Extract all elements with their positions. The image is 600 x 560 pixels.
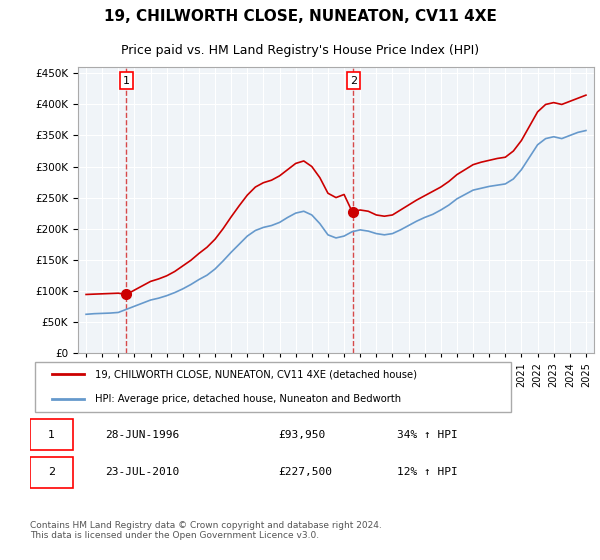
Text: £227,500: £227,500 [278, 467, 332, 477]
Text: 34% ↑ HPI: 34% ↑ HPI [397, 430, 458, 440]
Bar [30, 456, 73, 488]
Text: 2: 2 [48, 467, 55, 477]
Text: Price paid vs. HM Land Registry's House Price Index (HPI): Price paid vs. HM Land Registry's House … [121, 44, 479, 57]
Text: 1: 1 [123, 76, 130, 86]
Bar [30, 419, 73, 450]
Text: 19, CHILWORTH CLOSE, NUNEATON, CV11 4XE (detached house): 19, CHILWORTH CLOSE, NUNEATON, CV11 4XE … [95, 369, 417, 379]
Text: Contains HM Land Registry data © Crown copyright and database right 2024.
This d: Contains HM Land Registry data © Crown c… [30, 521, 382, 540]
Text: HPI: Average price, detached house, Nuneaton and Bedworth: HPI: Average price, detached house, Nune… [95, 394, 401, 404]
Text: 1: 1 [48, 430, 55, 440]
Text: 19, CHILWORTH CLOSE, NUNEATON, CV11 4XE: 19, CHILWORTH CLOSE, NUNEATON, CV11 4XE [104, 10, 496, 24]
Text: 28-JUN-1996: 28-JUN-1996 [106, 430, 180, 440]
Text: £93,950: £93,950 [278, 430, 326, 440]
Text: 23-JUL-2010: 23-JUL-2010 [106, 467, 180, 477]
Bar [78, 67, 127, 353]
FancyBboxPatch shape [35, 362, 511, 412]
Text: 12% ↑ HPI: 12% ↑ HPI [397, 467, 458, 477]
Text: 2: 2 [350, 76, 357, 86]
